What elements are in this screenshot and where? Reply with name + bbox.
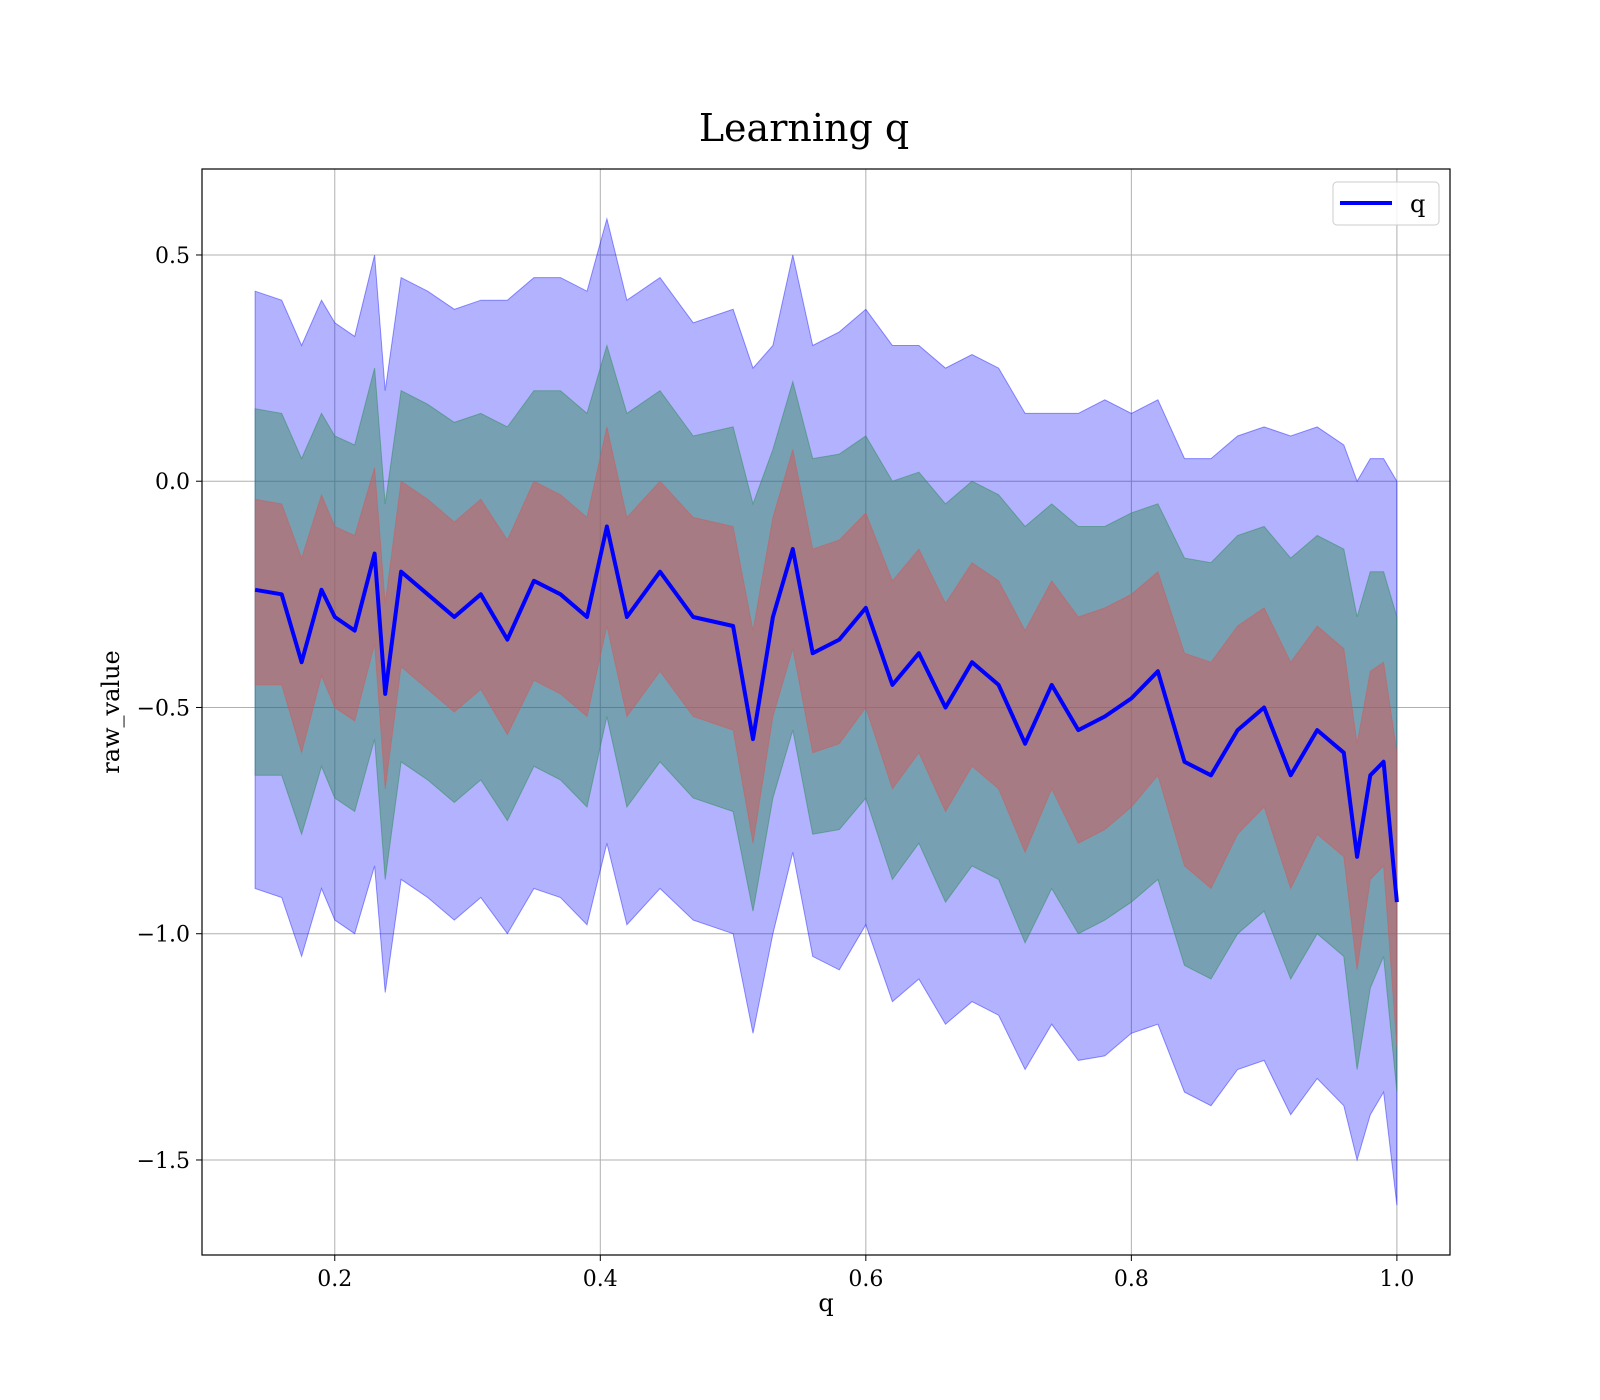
band-inner — [254, 426, 1398, 1047]
y-tick-label: −1.5 — [137, 1149, 190, 1174]
y-tick-label: 0.0 — [155, 470, 190, 495]
series-line-q — [254, 524, 1399, 903]
legend: q — [1332, 181, 1440, 226]
y-axis-label: raw_value — [97, 650, 125, 774]
x-tick-label: 0.4 — [583, 1267, 618, 1292]
series-lines — [254, 524, 1399, 903]
x-tick-label: 0.8 — [1114, 1267, 1149, 1292]
x-tick-label: 1.0 — [1379, 1267, 1414, 1292]
y-tick-label: −0.5 — [137, 696, 190, 721]
x-tick-label: 0.6 — [848, 1267, 883, 1292]
confidence-bands — [254, 216, 1398, 1206]
plot-frame — [201, 168, 1451, 1256]
x-axis-ticks: 0.2 0.4 0.6 0.8 1.0 — [317, 1255, 1414, 1292]
y-tick-label: −1.0 — [137, 923, 190, 948]
chart-title: Learning q — [699, 106, 909, 150]
x-axis-label: q — [818, 1289, 833, 1317]
x-tick-label: 0.2 — [317, 1267, 352, 1292]
y-tick-label: 0.5 — [155, 244, 190, 269]
legend-label-q: q — [1410, 190, 1425, 218]
y-axis-ticks: 0.5 0.0 −0.5 −1.0 −1.5 — [137, 244, 202, 1174]
